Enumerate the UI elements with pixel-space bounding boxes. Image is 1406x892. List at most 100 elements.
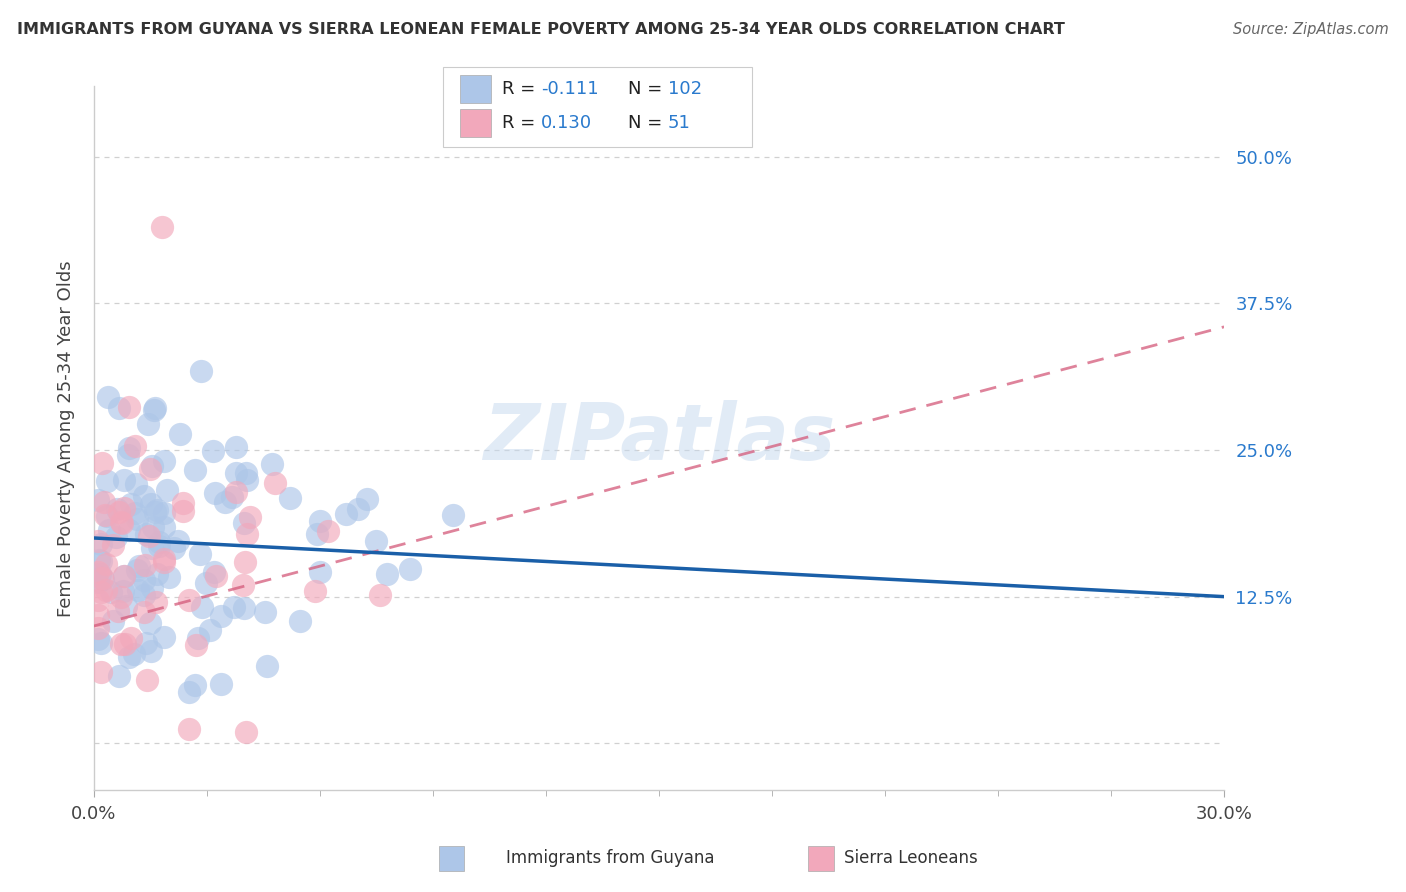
Point <box>117 448 139 462</box>
Point <box>120 632 142 646</box>
Point <box>288 614 311 628</box>
Point <box>124 477 146 491</box>
Point <box>163 541 186 555</box>
Point <box>101 614 124 628</box>
Y-axis label: Female Poverty Among 25-34 Year Olds: Female Poverty Among 25-34 Year Olds <box>58 260 75 616</box>
Point <box>152 520 174 534</box>
Point <box>86 493 108 508</box>
Point <box>108 669 131 683</box>
Text: R =: R = <box>502 114 541 132</box>
Point <box>256 658 278 673</box>
Point <box>172 496 194 510</box>
Point <box>148 535 170 549</box>
Point <box>304 584 326 599</box>
Point <box>110 515 132 529</box>
Point <box>145 595 167 609</box>
Point <box>233 555 256 569</box>
Point <box>86 593 108 607</box>
Point <box>96 557 118 571</box>
Point <box>139 461 162 475</box>
Point <box>112 500 135 515</box>
Text: Sierra Leoneans: Sierra Leoneans <box>844 849 977 867</box>
Point <box>86 574 108 589</box>
Point <box>264 475 287 490</box>
Point <box>143 403 166 417</box>
Point <box>184 638 207 652</box>
Point <box>148 539 170 553</box>
Point <box>134 588 156 602</box>
Text: ZIPatlas: ZIPatlas <box>482 401 835 476</box>
Point <box>153 555 176 569</box>
Text: Immigrants from Guyana: Immigrants from Guyana <box>506 849 714 867</box>
Point <box>90 636 112 650</box>
Point <box>146 567 169 582</box>
Point <box>224 600 246 615</box>
Point <box>157 570 180 584</box>
Point <box>309 515 332 529</box>
Point <box>93 495 115 509</box>
Point <box>136 417 159 432</box>
Point <box>316 524 339 538</box>
Point <box>124 506 146 520</box>
Point <box>87 565 110 579</box>
Point <box>122 647 145 661</box>
Point <box>172 504 194 518</box>
Point <box>235 466 257 480</box>
Point <box>90 537 112 551</box>
Point <box>150 220 173 235</box>
Point <box>153 630 176 644</box>
Text: IMMIGRANTS FROM GUYANA VS SIERRA LEONEAN FEMALE POVERTY AMONG 25-34 YEAR OLDS CO: IMMIGRANTS FROM GUYANA VS SIERRA LEONEAN… <box>17 22 1064 37</box>
Point <box>94 583 117 598</box>
Point <box>209 677 232 691</box>
Point <box>308 565 330 579</box>
Point <box>235 724 257 739</box>
Text: N =: N = <box>628 114 668 132</box>
Point <box>94 508 117 522</box>
Point <box>87 632 110 647</box>
Point <box>118 401 141 415</box>
Point <box>114 637 136 651</box>
Point <box>136 673 159 687</box>
Point <box>156 483 179 498</box>
Point <box>153 552 176 566</box>
Point <box>87 552 110 566</box>
Point <box>101 538 124 552</box>
Point <box>118 441 141 455</box>
Point <box>211 608 233 623</box>
Point <box>232 601 254 615</box>
Point <box>204 486 226 500</box>
Point <box>125 563 148 577</box>
Point <box>139 644 162 658</box>
Point <box>305 526 328 541</box>
Point <box>118 650 141 665</box>
Point <box>134 558 156 573</box>
Point <box>90 585 112 599</box>
Point <box>107 604 129 618</box>
Point <box>184 463 207 477</box>
Point <box>135 635 157 649</box>
Point <box>169 426 191 441</box>
Point <box>135 527 157 541</box>
Point <box>96 474 118 488</box>
Text: 0.130: 0.130 <box>541 114 592 132</box>
Point <box>90 554 112 568</box>
Point <box>278 491 301 505</box>
Text: 51: 51 <box>668 114 690 132</box>
Point <box>141 459 163 474</box>
Point <box>398 562 420 576</box>
Point <box>112 473 135 487</box>
Point <box>177 685 200 699</box>
Point <box>195 576 218 591</box>
Point <box>96 508 118 523</box>
Point <box>134 605 156 619</box>
Point <box>86 621 108 635</box>
Point <box>120 497 142 511</box>
Point <box>200 623 222 637</box>
Point <box>90 571 112 585</box>
Point <box>177 592 200 607</box>
Point <box>356 492 378 507</box>
Point <box>167 534 190 549</box>
Point <box>152 454 174 468</box>
Text: R =: R = <box>502 80 541 98</box>
Point <box>254 605 277 619</box>
